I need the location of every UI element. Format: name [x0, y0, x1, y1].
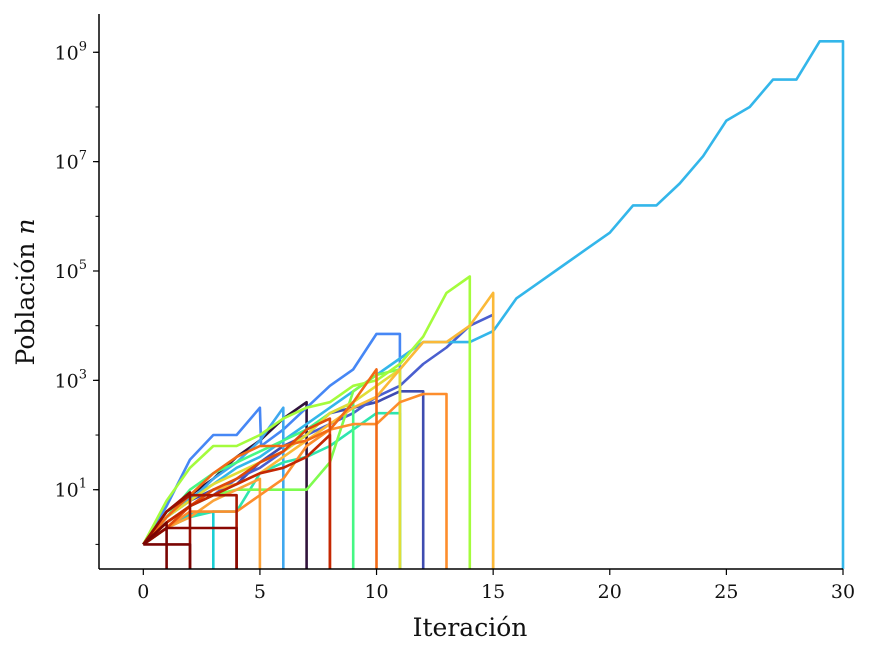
x-tick-label: 10 — [364, 581, 388, 603]
x-tick-label: 30 — [831, 581, 855, 603]
y-tick-base: 10 — [55, 42, 79, 64]
series-line-run-4 — [142, 332, 402, 569]
series-line-run-23 — [142, 521, 168, 569]
y-tick-base: 10 — [55, 480, 79, 502]
y-axis-title-variable: n — [11, 219, 40, 235]
series-line-run-22 — [143, 543, 192, 569]
y-axis-title-text: Población — [11, 243, 40, 366]
series-line-run-15 — [142, 392, 448, 569]
x-ticks: 0 5 10 15 20 25 30 — [137, 569, 855, 603]
series-line-run-17 — [142, 417, 332, 569]
x-tick-label: 25 — [714, 581, 738, 603]
y-tick-label: 105 — [55, 258, 87, 283]
y-tick-exponent: 1 — [79, 477, 87, 492]
x-tick-label: 15 — [481, 581, 505, 603]
series-line-run-20 — [142, 491, 192, 569]
y-tick-exponent: 9 — [79, 39, 87, 54]
x-tick-label: 5 — [254, 581, 266, 603]
y-tick-exponent: 5 — [79, 258, 87, 273]
series-line-run-3 — [142, 313, 495, 569]
y-tick-label: 103 — [55, 367, 87, 392]
series-layer — [142, 39, 845, 569]
x-axis-title: Iteración — [413, 613, 528, 642]
series-line-run-21 — [142, 526, 238, 569]
y-tick-base: 10 — [55, 370, 79, 392]
series-line-run-18 — [142, 433, 332, 569]
y-tick-base: 10 — [55, 261, 79, 283]
series-line-run-11 — [142, 275, 472, 569]
y-tick-label: 107 — [55, 149, 87, 174]
x-tick-label: 0 — [137, 581, 149, 603]
y-axis-title: Población n — [11, 219, 40, 366]
y-tick-exponent: 7 — [79, 149, 87, 164]
y-tick-label: 109 — [55, 39, 87, 64]
y-tick-label: 101 — [55, 477, 87, 502]
x-tick-label: 20 — [598, 581, 622, 603]
y-tick-base: 10 — [55, 152, 79, 174]
series-line-run-6 — [142, 39, 845, 569]
y-tick-exponent: 3 — [79, 367, 87, 382]
